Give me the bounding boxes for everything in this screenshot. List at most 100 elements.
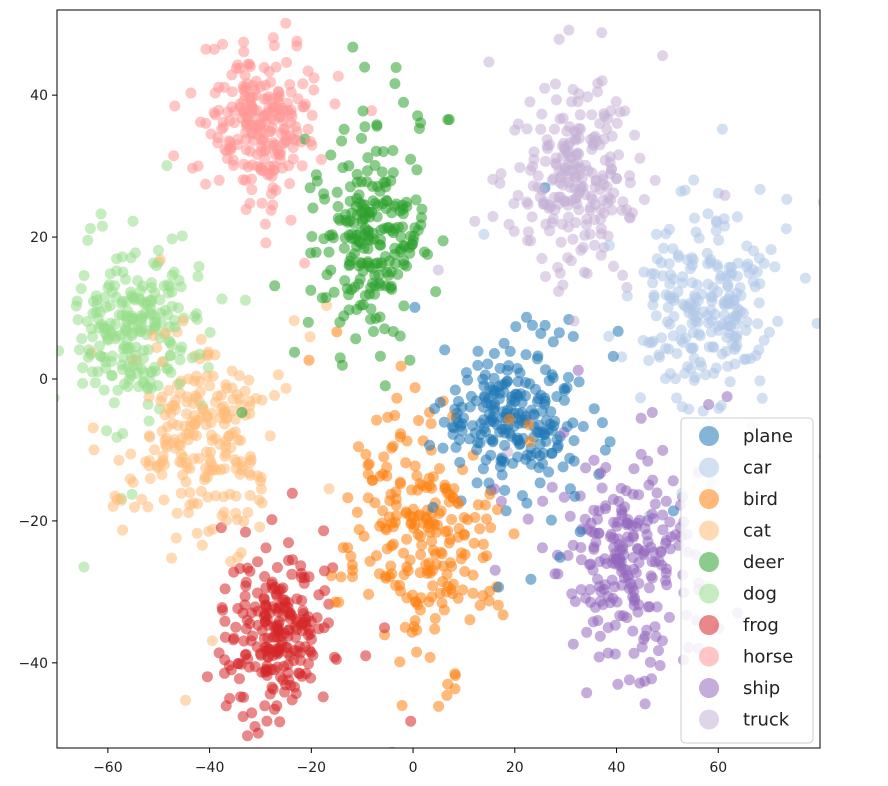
point-frog (297, 605, 309, 617)
point-dog (99, 327, 111, 339)
point-plane (487, 384, 499, 396)
point-cat (231, 514, 243, 526)
point-cat (143, 430, 155, 442)
point-bird (409, 460, 421, 472)
point-frog (246, 707, 258, 719)
point-ship (584, 584, 596, 595)
legend-label-frog: frog (743, 615, 779, 636)
point-truck (563, 211, 575, 223)
point-deer (344, 258, 356, 270)
point-bird (411, 646, 423, 658)
point-ship (667, 475, 679, 487)
point-cat (158, 494, 170, 506)
point-horse (246, 184, 258, 196)
point-truck (574, 109, 586, 121)
point-truck (606, 204, 618, 216)
point-bird (523, 419, 535, 431)
point-ship (593, 651, 605, 663)
point-frog (260, 582, 272, 594)
point-bird (459, 566, 471, 577)
point-frog (201, 671, 213, 683)
point-car (688, 374, 700, 386)
point-ship (612, 533, 624, 545)
point-plane (437, 442, 449, 454)
point-plane (562, 371, 574, 383)
point-deer (353, 260, 365, 272)
point-deer (397, 208, 409, 220)
point-cat (143, 391, 155, 403)
point-plane (477, 463, 489, 475)
point-cat (163, 385, 175, 396)
point-cat (215, 389, 227, 401)
point-dog (194, 348, 206, 360)
point-deer (437, 235, 449, 247)
point-dog (162, 279, 174, 291)
point-plane (500, 505, 512, 517)
point-ship (644, 656, 656, 668)
point-cat (245, 469, 256, 481)
point-car (675, 185, 687, 197)
point-ship (660, 495, 672, 507)
point-car (754, 183, 766, 195)
point-bird (497, 609, 509, 621)
point-truck (596, 27, 608, 39)
point-bird (468, 537, 480, 549)
point-deer (411, 164, 423, 176)
point-car (683, 403, 695, 415)
point-deer (362, 152, 374, 164)
point-bird (400, 457, 412, 469)
point-horse (228, 105, 240, 117)
point-bird (464, 614, 476, 626)
point-deer (404, 354, 416, 366)
point-deer (289, 346, 300, 358)
point-ship (594, 630, 606, 642)
point-ship (581, 626, 593, 638)
point-ship (643, 582, 655, 594)
point-car (846, 141, 857, 152)
point-car (754, 278, 766, 290)
point-horse (267, 32, 279, 44)
point-deer (304, 182, 316, 194)
point-deer (316, 292, 328, 304)
point-cat (304, 331, 316, 343)
point-deer (365, 303, 377, 315)
point-car (724, 376, 736, 388)
point-cat (272, 369, 284, 381)
point-plane (543, 466, 555, 478)
point-dog (202, 361, 214, 373)
point-ship (651, 487, 663, 499)
point-car (690, 301, 702, 313)
point-deer (409, 222, 421, 234)
point-frog (232, 658, 244, 670)
point-car (702, 208, 714, 220)
point-ship (646, 572, 658, 584)
point-dog (81, 316, 93, 327)
point-deer (365, 282, 377, 294)
point-car (621, 290, 633, 302)
point-deer (325, 264, 337, 276)
point-deer (349, 281, 361, 293)
point-frog (243, 661, 255, 673)
point-truck (555, 236, 567, 248)
point-horse (240, 204, 252, 215)
point-cat (155, 395, 167, 407)
point-bird (433, 700, 445, 712)
point-bird (474, 523, 486, 535)
point-cat (224, 488, 236, 500)
point-ship (580, 462, 592, 474)
point-dog (127, 313, 139, 325)
point-horse (265, 76, 277, 88)
point-car (716, 123, 728, 135)
point-deer (348, 217, 360, 229)
point-truck (657, 50, 669, 62)
point-ship (664, 516, 676, 528)
point-horse (270, 184, 282, 196)
point-dog (130, 341, 142, 353)
point-plane (502, 364, 513, 376)
point-horse (277, 102, 289, 114)
point-ship (489, 564, 501, 576)
point-cat (229, 413, 241, 425)
point-bird (399, 621, 411, 633)
legend-label-ship: ship (743, 678, 780, 699)
